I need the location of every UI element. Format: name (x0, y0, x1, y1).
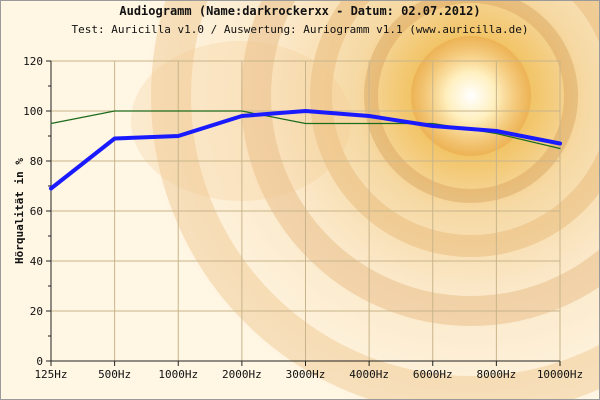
y-tick-label: 80 (30, 155, 43, 168)
series-line-measured (49, 109, 562, 191)
tick-labels: 0 20 40 60 80 100 120 125Hz 500Hz 1000Hz 2000Hz 300… (23, 55, 583, 381)
x-tick-label: 4000Hz (349, 368, 389, 381)
y-tick-label: 0 (36, 355, 43, 368)
grid-lines (51, 60, 561, 361)
y-tick-label: 60 (30, 205, 43, 218)
y-tick-label: 100 (23, 105, 43, 118)
y-tick-label: 40 (30, 255, 43, 268)
x-tick-label: 1000Hz (158, 368, 198, 381)
series-lines (49, 109, 562, 191)
x-tick-label: 10000Hz (537, 368, 583, 381)
y-tick-label: 20 (30, 305, 43, 318)
chart-title: Audiogramm (Name:darkrockerxx - Datum: 0… (119, 4, 481, 18)
x-tick-label: 3000Hz (286, 368, 326, 381)
axes (46, 60, 561, 366)
x-tick-label: 125Hz (34, 368, 67, 381)
y-tick-label: 120 (23, 55, 43, 68)
y-axis-title: Hörqualität in % (13, 158, 26, 264)
x-tick-label: 2000Hz (222, 368, 262, 381)
chart-subtitle: Test: Auricilla v1.0 / Auswertung: Aurio… (71, 23, 529, 36)
x-tick-label: 500Hz (98, 368, 131, 381)
x-tick-label: 8000Hz (477, 368, 517, 381)
x-tick-label: 6000Hz (413, 368, 453, 381)
